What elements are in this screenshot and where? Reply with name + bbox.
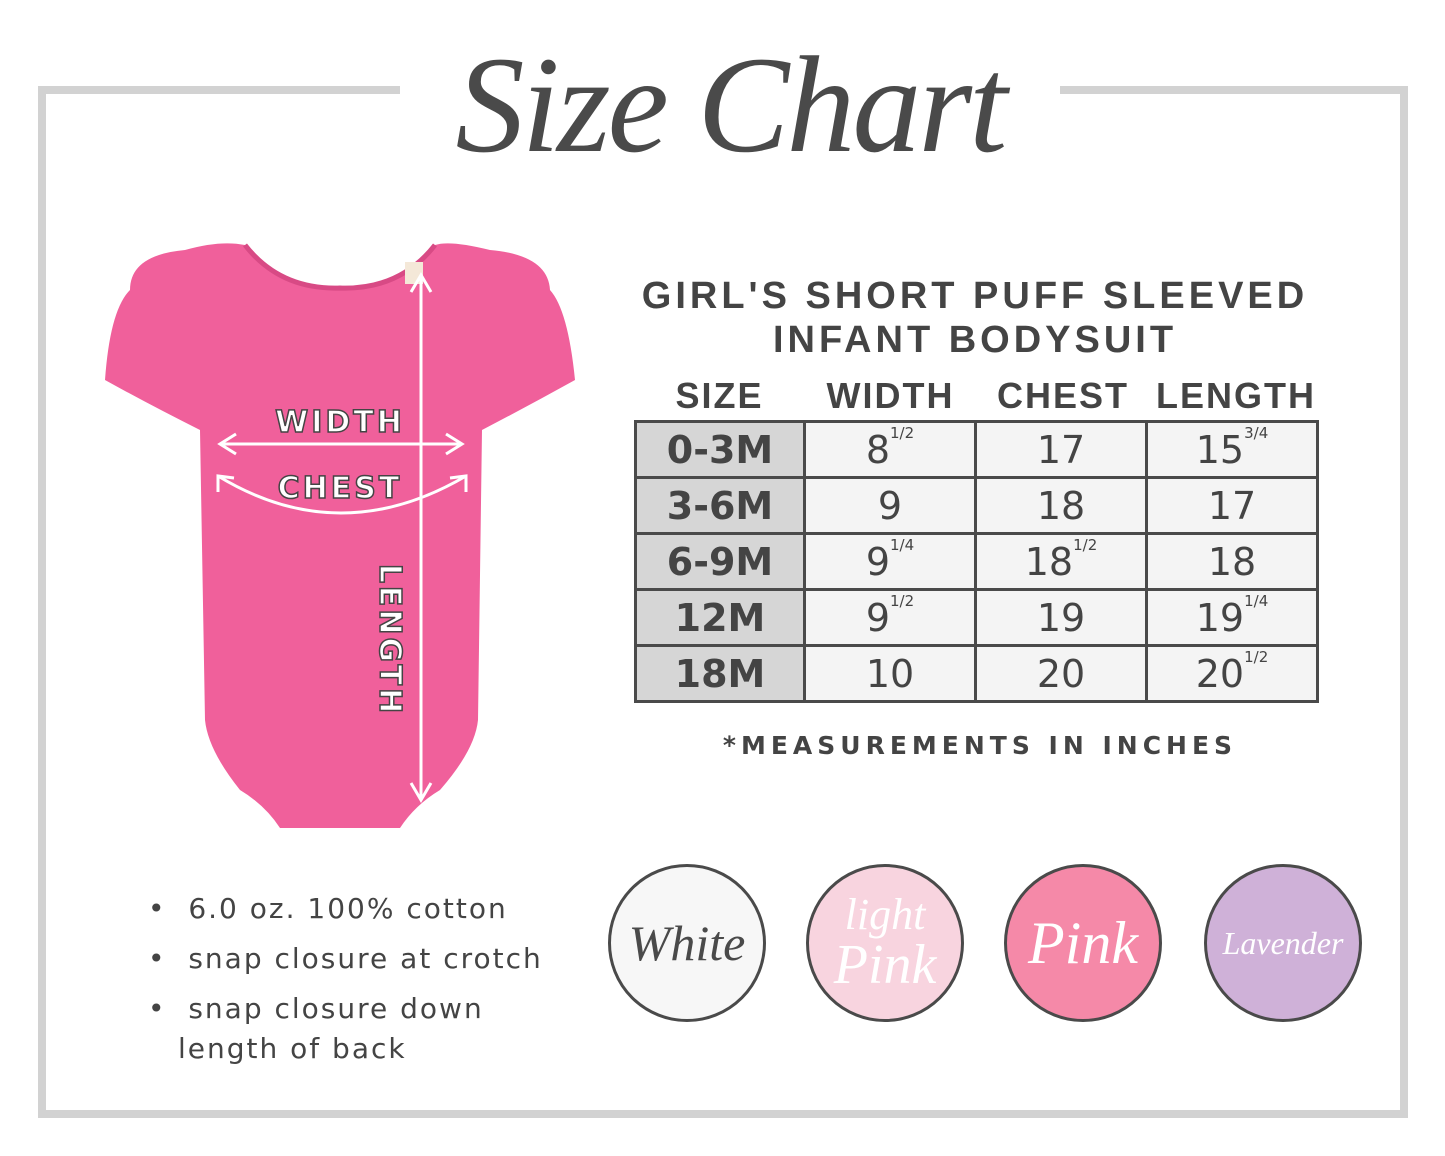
length-value: 15	[1195, 427, 1245, 472]
chest-arrow	[217, 474, 467, 515]
chest-label: CHEST	[278, 471, 403, 506]
width-fraction: 1/2	[890, 423, 915, 442]
width-value: 10	[865, 651, 915, 696]
size-table: 0-3M 81/2 17 153/4 3-6M 9 18 17 6-9M 91/4 181/2 18 1…	[634, 420, 1319, 703]
swatch-label: White	[628, 915, 746, 971]
chest-cell: 181/2	[974, 532, 1148, 591]
length-fraction: 1/4	[1244, 591, 1269, 610]
swatch-label-line2: Pink	[833, 934, 937, 996]
size-cell: 0-3M	[634, 420, 806, 479]
chest-cell: 18	[974, 476, 1148, 535]
page-title: Size Chart	[400, 10, 1060, 200]
length-cell: 153/4	[1145, 420, 1319, 479]
table-row: 12M 91/2 19 191/4	[634, 588, 1319, 647]
width-value: 9	[865, 539, 891, 584]
measurement-note: *MEASUREMENTS IN INCHES	[722, 731, 1238, 760]
width-label: WIDTH	[275, 405, 405, 440]
chest-value: 18	[1036, 483, 1086, 528]
feature-item-continued: length of back	[178, 1032, 407, 1065]
color-swatch-white: White	[608, 864, 766, 1022]
header-size: SIZE	[675, 375, 764, 416]
swatch-label: light	[844, 890, 926, 939]
bodysuit-image	[105, 243, 575, 829]
length-fraction: 1/2	[1244, 647, 1269, 666]
color-swatch-lavender: Lavender	[1204, 864, 1362, 1022]
length-label: LENGTH	[372, 564, 407, 716]
chest-cell: 17	[974, 420, 1148, 479]
width-value: 9	[877, 483, 903, 528]
swatch-label: Pink	[1028, 910, 1138, 976]
length-value: 19	[1195, 595, 1245, 640]
length-cell: 17	[1145, 476, 1319, 535]
length-fraction: 3/4	[1244, 423, 1269, 442]
measurement-arrows	[216, 272, 468, 803]
length-value: 20	[1195, 651, 1245, 696]
length-value: 18	[1207, 539, 1257, 584]
feature-item: • snap closure at crotch	[148, 942, 543, 975]
feature-list: • 6.0 oz. 100% cotton • snap closure at …	[148, 884, 543, 1074]
header-length: LENGTH	[1156, 375, 1316, 416]
length-cell: 201/2	[1145, 644, 1319, 703]
chest-cell: 19	[974, 588, 1148, 647]
size-cell: 18M	[634, 644, 806, 703]
feature-item: • snap closure down	[148, 992, 484, 1025]
header-width: WIDTH	[826, 375, 955, 416]
width-cell: 10	[803, 644, 977, 703]
swatch-label: Lavender	[1222, 925, 1344, 961]
size-cell: 3-6M	[634, 476, 806, 535]
width-fraction: 1/2	[890, 591, 915, 610]
table-row: 0-3M 81/2 17 153/4	[634, 420, 1319, 479]
chest-value: 19	[1036, 595, 1086, 640]
chest-value: 18	[1024, 539, 1074, 584]
width-fraction: 1/4	[890, 535, 915, 554]
chest-value: 20	[1036, 651, 1086, 696]
length-cell: 18	[1145, 532, 1319, 591]
product-title-line1: GIRL'S SHORT PUFF SLEEVED	[641, 275, 1309, 317]
color-swatch-pink: Pink	[1004, 864, 1162, 1022]
width-cell: 81/2	[803, 420, 977, 479]
width-cell: 91/2	[803, 588, 977, 647]
table-row: 6-9M 91/4 181/2 18	[634, 532, 1319, 591]
length-cell: 191/4	[1145, 588, 1319, 647]
chest-fraction: 1/2	[1073, 535, 1098, 554]
bodysuit-diagram: WIDTH CHEST LENGTH	[105, 243, 575, 829]
width-cell: 9	[803, 476, 977, 535]
length-value: 17	[1207, 483, 1257, 528]
table-row: 18M 10 20 201/2	[634, 644, 1319, 703]
feature-item: • 6.0 oz. 100% cotton	[148, 892, 508, 925]
width-value: 9	[865, 595, 891, 640]
chest-value: 17	[1036, 427, 1086, 472]
table-row: 3-6M 9 18 17	[634, 476, 1319, 535]
width-cell: 91/4	[803, 532, 977, 591]
color-swatch-light-pink: light Pink	[806, 864, 964, 1022]
size-cell: 6-9M	[634, 532, 806, 591]
chest-cell: 20	[974, 644, 1148, 703]
product-title-line2: INFANT BODYSUIT	[772, 319, 1178, 361]
header-chest: CHEST	[996, 375, 1129, 416]
width-value: 8	[865, 427, 891, 472]
size-cell: 12M	[634, 588, 806, 647]
